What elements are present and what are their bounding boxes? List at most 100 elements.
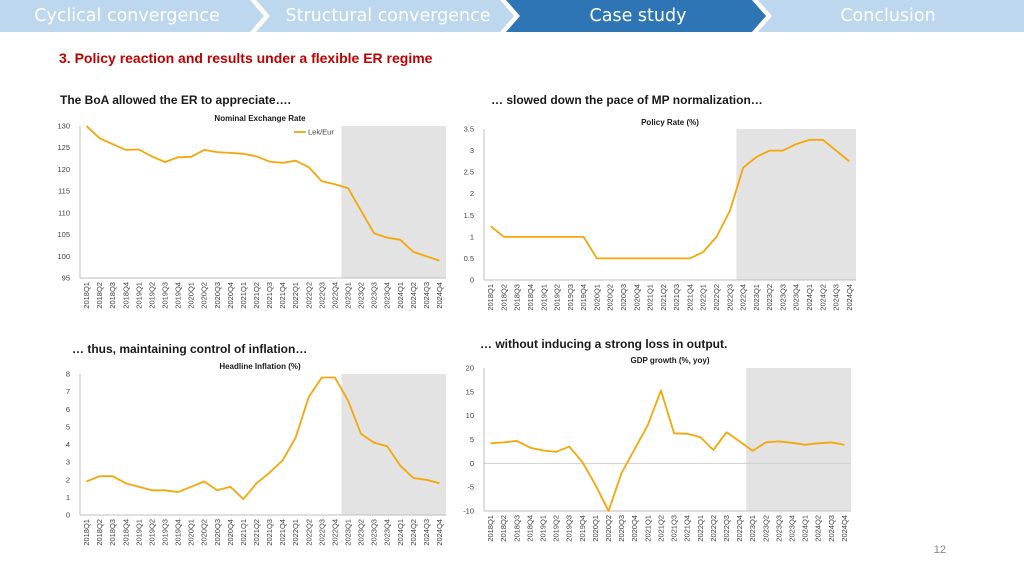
y-tick-label: 125 <box>57 143 70 152</box>
chart-title: Policy Rate (%) <box>641 118 699 127</box>
x-tick-label: 2021Q3 <box>670 515 679 542</box>
x-tick-label: 2018Q2 <box>95 282 104 309</box>
x-tick-label: 2022Q4 <box>330 519 339 546</box>
x-tick-label: 2024Q4 <box>435 282 444 309</box>
y-tick-label: 6 <box>66 405 70 414</box>
x-tick-label: 2019Q4 <box>579 284 588 311</box>
nav-chevrons <box>0 0 1024 32</box>
exchange-rate-chart: 95 100 105 110 115 120 125 130 2018Q1 2018Q2 2018Q… <box>57 114 446 309</box>
y-tick-label: 20 <box>466 364 474 373</box>
shaded-period <box>736 129 856 280</box>
y-tick-label: 3 <box>66 458 70 467</box>
y-tick-label: 4 <box>66 440 70 449</box>
x-tick-label: 2019Q4 <box>174 519 183 546</box>
x-tick-label: 2022Q2 <box>304 282 313 309</box>
y-tick-label: 100 <box>57 252 70 261</box>
x-tick-label: 2022Q1 <box>291 519 300 546</box>
series-line <box>490 138 850 260</box>
x-tick-label: 2024Q4 <box>840 515 849 542</box>
x-tick-label: 2019Q2 <box>147 282 156 309</box>
x-tick-label: 2023Q2 <box>765 284 774 311</box>
nav-chevron-1 <box>0 0 264 32</box>
y-tick-label: 130 <box>57 122 70 131</box>
x-tick-label: 2021Q3 <box>265 519 274 546</box>
y-tick-label: -5 <box>467 483 474 492</box>
x-tick-label: 2020Q4 <box>630 515 639 542</box>
x-tick-label: 2022Q3 <box>725 284 734 311</box>
x-tick-label: 2019Q1 <box>134 282 143 309</box>
y-tick-label: 0 <box>470 276 474 285</box>
x-tick-label: 2018Q4 <box>121 282 130 309</box>
chart-title: Nominal Exchange Rate <box>214 114 306 123</box>
nav-chevron-2 <box>256 0 514 32</box>
x-tick-label: 2018Q2 <box>499 515 508 542</box>
x-tick-label: 2018Q4 <box>526 284 535 311</box>
y-tick-label: 105 <box>57 230 70 239</box>
x-tick-label: 2021Q4 <box>278 282 287 309</box>
x-tick-label: 2018Q2 <box>95 519 104 546</box>
x-tick-label: 2023Q1 <box>343 519 352 546</box>
shaded-period <box>341 126 446 278</box>
x-tick-label: 2023Q3 <box>778 284 787 311</box>
caption-exchange-rate: The BoA allowed the ER to appreciate…. <box>60 93 291 107</box>
y-tick-label: 1 <box>470 232 474 241</box>
x-tick-label: 2021Q2 <box>656 515 665 542</box>
y-tick-label: 1 <box>66 493 70 502</box>
x-tick-label: 2023Q3 <box>774 515 783 542</box>
page-number: 12 <box>933 544 946 556</box>
x-tick-label: 2019Q2 <box>147 519 156 546</box>
tab-case-study[interactable]: Case study <box>589 6 687 26</box>
x-tick-label: 2019Q1 <box>134 519 143 546</box>
x-tick-label: 2023Q1 <box>752 284 761 311</box>
x-tick-label: 2021Q4 <box>683 515 692 542</box>
shaded-period <box>341 374 446 515</box>
caption-policy-rate: … slowed down the pace of MP normalizati… <box>491 93 763 107</box>
x-tick-label: 2022Q3 <box>317 282 326 309</box>
x-tick-label: 2019Q1 <box>538 515 547 542</box>
x-tick-label: 2021Q2 <box>252 519 261 546</box>
nav-chevron-3 <box>506 0 766 32</box>
x-tick-label: 2020Q4 <box>632 284 641 311</box>
x-tick-label: 2022Q1 <box>696 515 705 542</box>
x-tick-label: 2020Q1 <box>592 284 601 311</box>
y-tick-label: 110 <box>58 208 70 217</box>
y-tick-label: 2 <box>470 189 474 198</box>
chart-title: GDP growth (%, yoy) <box>631 356 710 365</box>
x-tick-label: 2024Q3 <box>827 515 836 542</box>
x-tick-label: 2020Q3 <box>213 282 222 309</box>
x-tick-label: 2024Q2 <box>814 515 823 542</box>
y-tick-label: 2 <box>66 475 70 484</box>
x-tick-label: 2018Q4 <box>525 515 534 542</box>
tab-cyclical-convergence[interactable]: Cyclical convergence <box>34 6 220 26</box>
tab-conclusion[interactable]: Conclusion <box>840 6 936 26</box>
x-tick-label: 2023Q2 <box>357 519 366 546</box>
x-tick-label: 2020Q1 <box>591 515 600 542</box>
x-tick-label: 2023Q4 <box>383 282 392 309</box>
x-tick-label: 2020Q4 <box>226 519 235 546</box>
shaded-period <box>746 368 851 511</box>
x-tick-label: 2021Q3 <box>672 284 681 311</box>
x-tick-label: 2022Q3 <box>722 515 731 542</box>
x-tick-label: 2020Q1 <box>187 282 196 309</box>
x-tick-label: 2018Q3 <box>108 519 117 546</box>
x-tick-label: 2023Q4 <box>788 515 797 542</box>
caption-gdp-growth: … without inducing a strong loss in outp… <box>480 337 728 351</box>
x-tick-label: 2024Q3 <box>422 519 431 546</box>
x-tick-label: 2018Q1 <box>486 515 495 542</box>
x-tick-label: 2021Q1 <box>643 515 652 542</box>
x-tick-label: 2021Q1 <box>239 519 248 546</box>
x-tick-label: 2020Q4 <box>226 282 235 309</box>
y-tick-label: 0 <box>470 459 474 468</box>
x-tick-label: 2020Q2 <box>606 284 615 311</box>
x-tick-label: 2020Q2 <box>604 515 613 542</box>
x-tick-label: 2024Q1 <box>805 284 814 311</box>
x-tick-label: 2021Q2 <box>252 282 261 309</box>
x-tick-label: 2020Q1 <box>187 519 196 546</box>
y-tick-label: 5 <box>66 422 70 431</box>
x-tick-label: 2022Q1 <box>291 282 300 309</box>
series-line <box>85 125 440 262</box>
y-tick-label: 3.5 <box>464 125 474 134</box>
tab-structural-convergence[interactable]: Structural convergence <box>285 6 491 26</box>
x-tick-label: 2020Q3 <box>213 519 222 546</box>
x-tick-label: 2021Q4 <box>278 519 287 546</box>
